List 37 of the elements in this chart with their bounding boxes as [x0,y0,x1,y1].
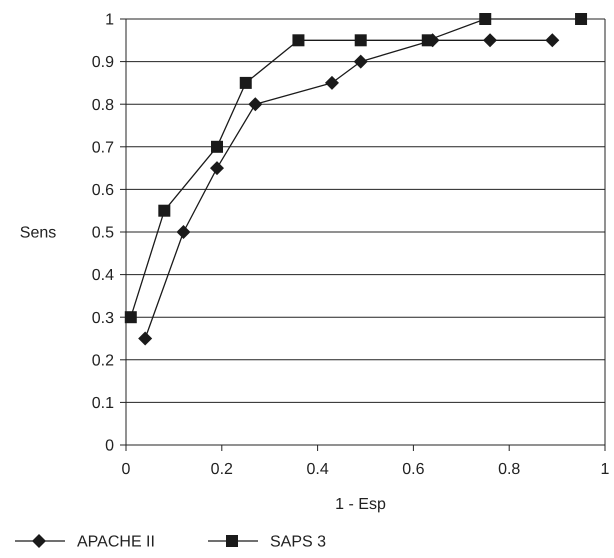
y-tick-label: 0.1 [92,395,114,412]
point [124,311,137,324]
x-axis-title: 1 - Esp [335,496,386,513]
point [211,140,224,153]
x-tick-label: 0 [122,461,131,478]
point [292,34,304,46]
x-tick-label: 0.6 [402,461,425,478]
point [479,13,492,25]
y-tick-label: 0.8 [92,96,114,114]
point [354,54,368,69]
point [483,33,498,48]
point [575,13,588,25]
point [210,161,224,176]
y-tick-label: 0.3 [92,310,114,327]
y-tick-label: 0.6 [92,182,114,199]
point [176,225,190,239]
legend-label: APACHE II [77,534,155,551]
y-tick-label: 0.2 [92,352,114,370]
point [545,33,560,48]
x-tick-label: 0.8 [498,461,520,478]
y-tick-label: 0 [105,438,114,455]
point [248,97,262,112]
y-tick-label: 1 [105,12,114,29]
point [158,204,170,217]
legend-label: SAPS 3 [270,534,326,551]
point [138,332,152,346]
y-axis-title: Sens [20,224,56,242]
x-tick-label: 0.2 [210,461,234,478]
y-tick-label: 0.5 [92,224,114,242]
x-tick-label: 1 [600,461,610,478]
x-tick-label: 0.4 [306,461,329,478]
y-tick-label: 0.9 [92,54,114,72]
point [324,76,339,90]
point [354,34,367,46]
y-tick-label: 0.7 [92,139,114,156]
point [240,76,252,89]
y-tick-label: 0.4 [92,267,114,284]
